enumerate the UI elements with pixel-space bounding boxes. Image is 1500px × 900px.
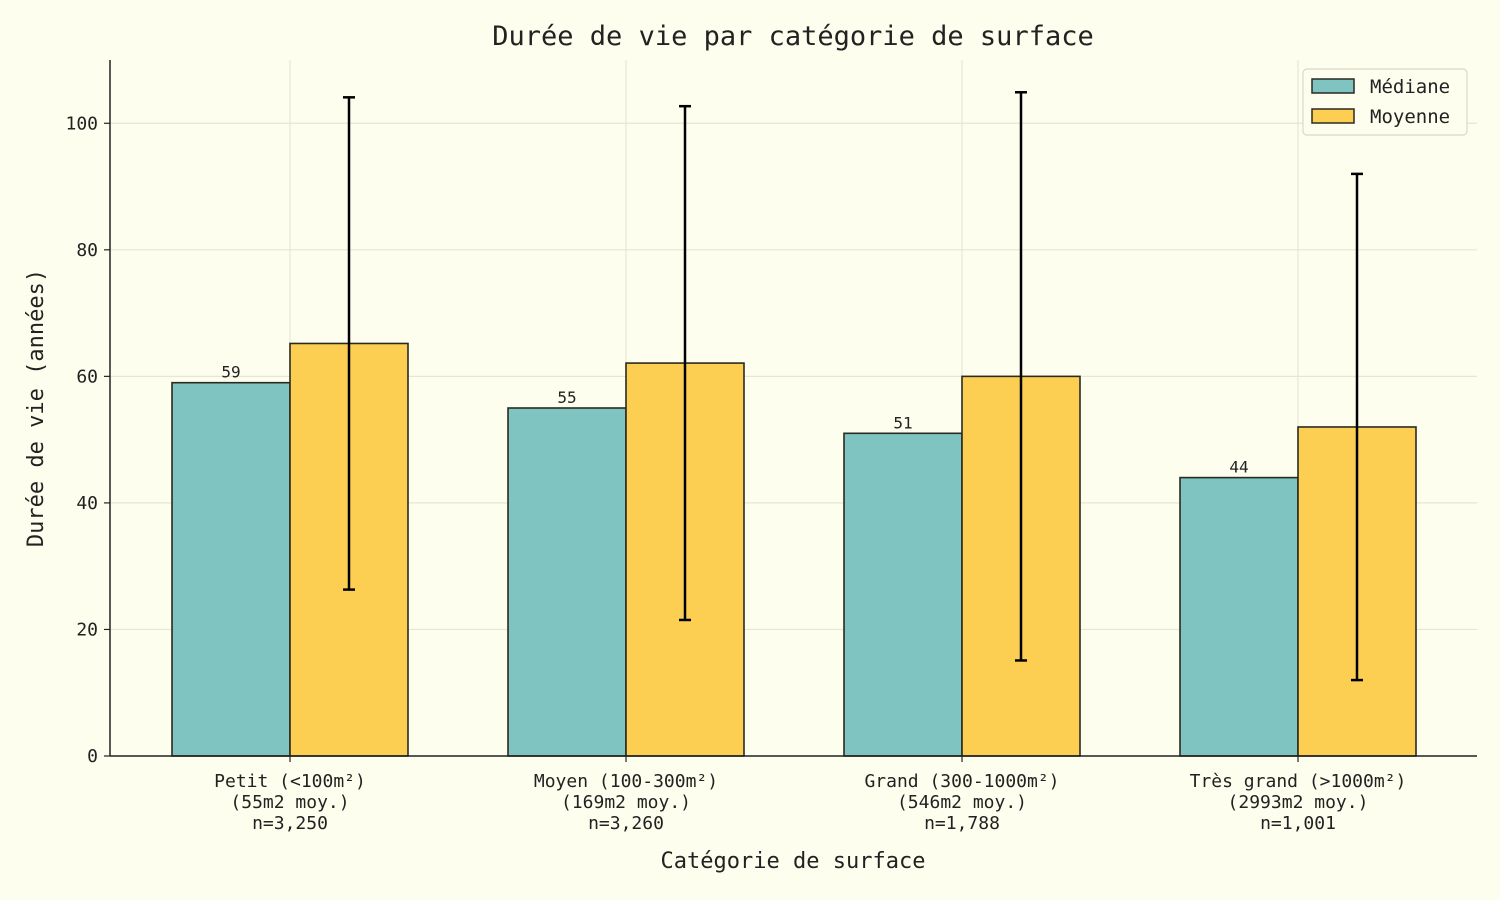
bar-value-label: 51	[893, 413, 912, 432]
x-tick-label: (55m2 moy.)	[230, 792, 349, 813]
x-axis-label: Catégorie de surface	[661, 849, 926, 874]
legend-swatch	[1311, 108, 1355, 124]
bar-mediane	[171, 381, 291, 757]
y-tick-label: 80	[76, 240, 98, 261]
x-tick-label: n=1,001	[1260, 813, 1336, 834]
x-tick-label: Petit (<100m²)	[214, 771, 366, 792]
bar-mediane	[507, 407, 627, 757]
x-tick-label: (2993m2 moy.)	[1228, 792, 1369, 813]
x-tick-label: Grand (300-1000m²)	[864, 771, 1059, 792]
y-tick-label: 40	[76, 493, 98, 514]
bar-value-label: 59	[221, 363, 240, 382]
chart-title: Durée de vie par catégorie de surface	[492, 21, 1093, 52]
y-tick-label: 20	[76, 619, 98, 640]
legend: Médiane Moyenne	[1302, 68, 1468, 136]
bar-mediane	[1179, 476, 1299, 757]
x-tick-label: (546m2 moy.)	[897, 792, 1027, 813]
legend-label: Médiane	[1370, 76, 1450, 98]
y-tick-label: 60	[76, 366, 98, 387]
legend-label: Moyenne	[1370, 106, 1450, 128]
legend-swatch	[1311, 78, 1355, 94]
y-tick-label: 0	[87, 746, 98, 767]
bar-value-label: 44	[1229, 458, 1248, 477]
x-tick-label: n=3,250	[252, 813, 328, 834]
bar-mediane	[843, 432, 963, 757]
bar-value-label: 55	[557, 388, 576, 407]
x-tick-label: Moyen (100-300m²)	[534, 771, 718, 792]
x-tick-label: n=1,788	[924, 813, 1000, 834]
y-axis-label: Durée de vie (années)	[24, 269, 49, 547]
y-tick-label: 100	[65, 113, 98, 134]
x-tick-label: Très grand (>1000m²)	[1190, 771, 1407, 792]
x-tick-label: (169m2 moy.)	[561, 792, 691, 813]
x-tick-label: n=3,260	[588, 813, 664, 834]
